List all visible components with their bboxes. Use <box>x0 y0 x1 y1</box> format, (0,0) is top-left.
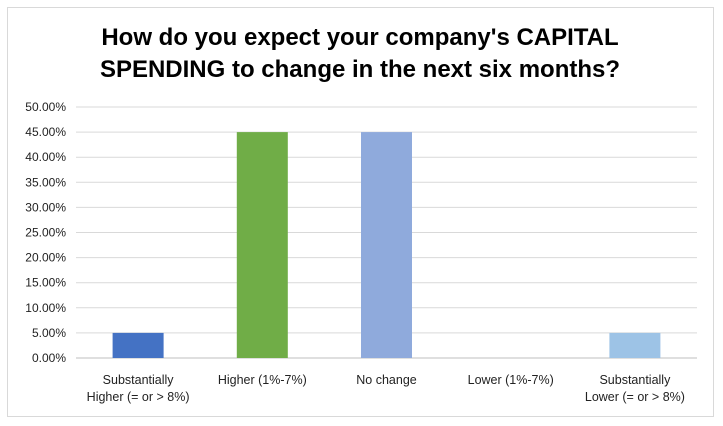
x-category-label: Lower (= or > 8%) <box>585 390 685 404</box>
y-tick-label: 30.00% <box>25 200 66 214</box>
y-tick-label: 10.00% <box>25 301 66 315</box>
bar <box>112 332 164 358</box>
y-tick-label: 15.00% <box>25 276 66 290</box>
x-category-label: Substantially <box>103 373 175 387</box>
y-tick-label: 35.00% <box>25 175 66 189</box>
y-tick-label: 40.00% <box>25 150 66 164</box>
y-tick-label: 45.00% <box>25 125 66 139</box>
bar <box>236 132 288 358</box>
chart-title-line-2: SPENDING to change in the next six month… <box>99 56 621 83</box>
x-category-label: Substantially <box>599 373 671 387</box>
x-category-label: Lower (1%-7%) <box>468 373 554 387</box>
x-category-label: Higher (1%-7%) <box>218 373 307 387</box>
chart-title-line-1: How do you expect your company's CAPITAL <box>101 24 619 51</box>
bar <box>609 332 661 358</box>
y-tick-label: 5.00% <box>32 326 66 340</box>
bars <box>112 132 661 358</box>
chart-title: How do you expect your company's CAPITAL… <box>40 22 680 86</box>
y-tick-label: 25.00% <box>25 226 66 240</box>
y-tick-label: 50.00% <box>25 100 66 114</box>
x-category-label: Higher (= or > 8%) <box>87 390 190 404</box>
bar <box>361 132 412 358</box>
y-axis-tick-labels: 0.00% 5.00% 10.00% 15.00% 20.00% 25.00% 30.00%… <box>25 100 66 365</box>
y-tick-label: 0.00% <box>32 351 66 365</box>
y-tick-label: 20.00% <box>25 251 66 265</box>
x-axis-category-labels: Substantially Higher (= or > 8%) Higher (1… <box>87 373 685 404</box>
x-category-label: No change <box>356 373 417 387</box>
